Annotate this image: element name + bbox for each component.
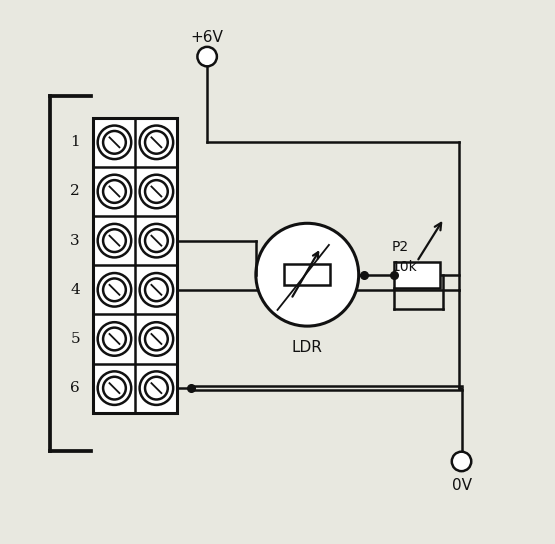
Circle shape [145, 229, 168, 252]
Bar [93, 118, 178, 413]
Circle shape [140, 372, 173, 405]
Bar [394, 262, 440, 288]
Circle shape [103, 229, 126, 252]
Text: 0V: 0V [452, 478, 472, 493]
Text: 3: 3 [70, 234, 80, 248]
Circle shape [145, 180, 168, 203]
Circle shape [145, 377, 168, 399]
Circle shape [98, 224, 131, 257]
Circle shape [140, 175, 173, 208]
Text: LDR: LDR [292, 339, 322, 355]
Text: 6: 6 [70, 381, 80, 395]
Circle shape [145, 327, 168, 350]
Text: P2: P2 [391, 239, 408, 254]
Text: +6V: +6V [191, 30, 224, 45]
Text: 4: 4 [70, 283, 80, 297]
Circle shape [103, 131, 126, 154]
Text: 1: 1 [70, 135, 80, 150]
Circle shape [98, 322, 131, 356]
Circle shape [98, 273, 131, 307]
Circle shape [98, 126, 131, 159]
Circle shape [98, 372, 131, 405]
Circle shape [140, 322, 173, 356]
Circle shape [103, 180, 126, 203]
Text: 2: 2 [70, 184, 80, 199]
Circle shape [140, 126, 173, 159]
Circle shape [103, 279, 126, 301]
Circle shape [140, 224, 173, 257]
Circle shape [103, 377, 126, 399]
Circle shape [98, 175, 131, 208]
Bar [284, 264, 330, 285]
Circle shape [140, 273, 173, 307]
Text: 10k: 10k [391, 260, 417, 274]
Circle shape [452, 452, 471, 471]
Circle shape [103, 327, 126, 350]
Circle shape [198, 47, 217, 66]
Text: 5: 5 [70, 332, 80, 346]
Circle shape [145, 279, 168, 301]
Circle shape [145, 131, 168, 154]
Circle shape [256, 223, 359, 326]
